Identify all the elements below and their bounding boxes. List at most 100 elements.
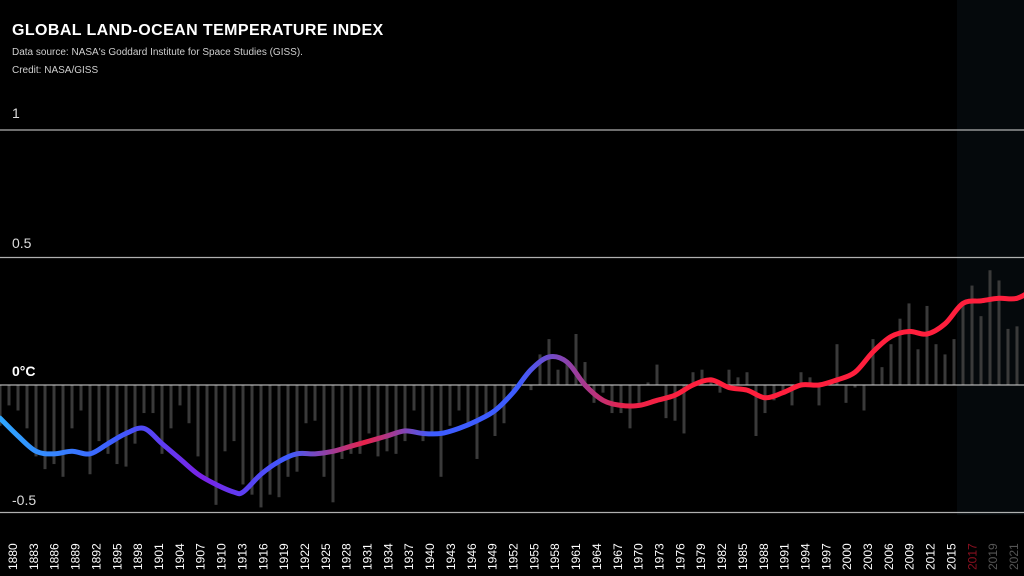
x-tick-label: 1961 — [569, 543, 583, 570]
annual-bar — [187, 385, 191, 424]
x-tick-label: 1970 — [632, 543, 646, 570]
annual-bar — [52, 385, 56, 465]
annual-bar — [799, 372, 803, 385]
annual-bar — [313, 385, 317, 421]
x-tick-label: 2017 — [965, 543, 979, 570]
x-tick-label: 2000 — [840, 543, 854, 570]
annual-bar — [259, 385, 263, 508]
annual-bar — [925, 305, 929, 385]
annual-bar — [358, 385, 362, 454]
y-tick-label: -0.5 — [12, 492, 37, 508]
x-tick-label: 1901 — [152, 543, 166, 570]
annual-bar — [862, 385, 866, 411]
annual-bar — [646, 382, 650, 385]
annual-bar — [529, 385, 533, 391]
gridlines — [0, 129, 1024, 514]
annual-bar — [349, 385, 353, 454]
annual-bar — [421, 385, 425, 442]
x-tick-label: 1979 — [694, 543, 708, 570]
annual-bar — [223, 385, 227, 452]
x-tick-label: 1940 — [423, 543, 437, 570]
x-tick-label: 1880 — [6, 543, 20, 570]
annual-bar — [952, 339, 956, 385]
annual-bar — [853, 385, 857, 388]
annual-bar — [565, 362, 569, 385]
annual-bar — [115, 385, 119, 465]
annual-bar — [664, 385, 668, 419]
annual-bar — [997, 280, 1001, 385]
annual-bar — [790, 385, 794, 406]
annual-bar — [655, 364, 659, 385]
x-tick-label: 1967 — [611, 543, 625, 570]
x-tick-label: 1994 — [798, 543, 812, 570]
annual-bar — [916, 349, 920, 385]
annual-bar — [907, 303, 911, 385]
annual-bar — [70, 385, 74, 429]
annual-bar — [16, 385, 20, 411]
annual-bar — [727, 369, 731, 385]
annual-bar — [205, 385, 209, 480]
annual-bar — [772, 385, 776, 401]
y-tick-label: 1 — [12, 105, 20, 121]
x-tick-label: 1991 — [778, 543, 792, 570]
chart-credit: Credit: NASA/GISS — [12, 65, 99, 76]
x-tick-label: 1889 — [69, 543, 83, 570]
annual-bar — [601, 385, 605, 393]
annual-bar — [439, 385, 443, 477]
annual-bar — [178, 385, 182, 406]
x-tick-label: 1883 — [27, 543, 41, 570]
annual-bar — [736, 377, 740, 385]
annual-bar — [835, 344, 839, 385]
x-tick-label: 1973 — [652, 543, 666, 570]
annual-bar — [466, 385, 470, 426]
x-tick-label: 1931 — [361, 543, 375, 570]
annual-bar — [430, 385, 434, 436]
x-tick-label: 1997 — [819, 543, 833, 570]
annual-bar — [88, 385, 92, 475]
annual-bar — [133, 385, 137, 444]
x-tick-label: 1904 — [173, 543, 187, 570]
annual-bar — [268, 385, 272, 495]
annual-bar — [394, 385, 398, 454]
annual-bar — [844, 385, 848, 403]
annual-bar — [250, 385, 254, 495]
x-tick-label: 2003 — [861, 543, 875, 570]
annual-bar — [169, 385, 173, 429]
annual-bar — [754, 385, 758, 436]
annual-bar — [385, 385, 389, 452]
annual-bar — [583, 362, 587, 385]
annual-bar — [880, 367, 884, 385]
x-tick-label: 1892 — [89, 543, 103, 570]
x-tick-label: 1925 — [319, 543, 333, 570]
annual-bar — [0, 385, 2, 426]
x-tick-label: 1946 — [465, 543, 479, 570]
x-tick-label: 1928 — [340, 543, 354, 570]
x-tick-label: 1982 — [715, 543, 729, 570]
annual-bar — [619, 385, 623, 414]
annual-bar — [160, 385, 164, 454]
x-tick-label: 1943 — [444, 543, 458, 570]
annual-bar — [34, 385, 38, 457]
annual-bar — [106, 385, 110, 454]
annual-bar — [241, 385, 245, 485]
y-tick-label: 0°C — [12, 363, 36, 379]
annual-bar — [556, 369, 560, 385]
annual-bar — [331, 385, 335, 503]
annual-bar — [718, 385, 722, 393]
x-tick-label: 1937 — [402, 543, 416, 570]
x-tick-label: 1952 — [507, 543, 521, 570]
x-tick-label: 1910 — [215, 543, 229, 570]
y-tick-label: 0.5 — [12, 235, 32, 251]
annual-bar — [376, 385, 380, 457]
x-tick-label: 2019 — [986, 543, 1000, 570]
annual-bar — [142, 385, 146, 414]
x-tick-label: 1922 — [298, 543, 312, 570]
x-tick-label: 1913 — [235, 543, 249, 570]
annual-bar — [1015, 326, 1019, 385]
x-tick-label: 2012 — [924, 543, 938, 570]
annual-bar — [682, 385, 686, 434]
x-tick-label: 1907 — [194, 543, 208, 570]
annual-bar — [871, 339, 875, 385]
annual-bar — [232, 385, 236, 442]
annual-bar — [61, 385, 65, 477]
